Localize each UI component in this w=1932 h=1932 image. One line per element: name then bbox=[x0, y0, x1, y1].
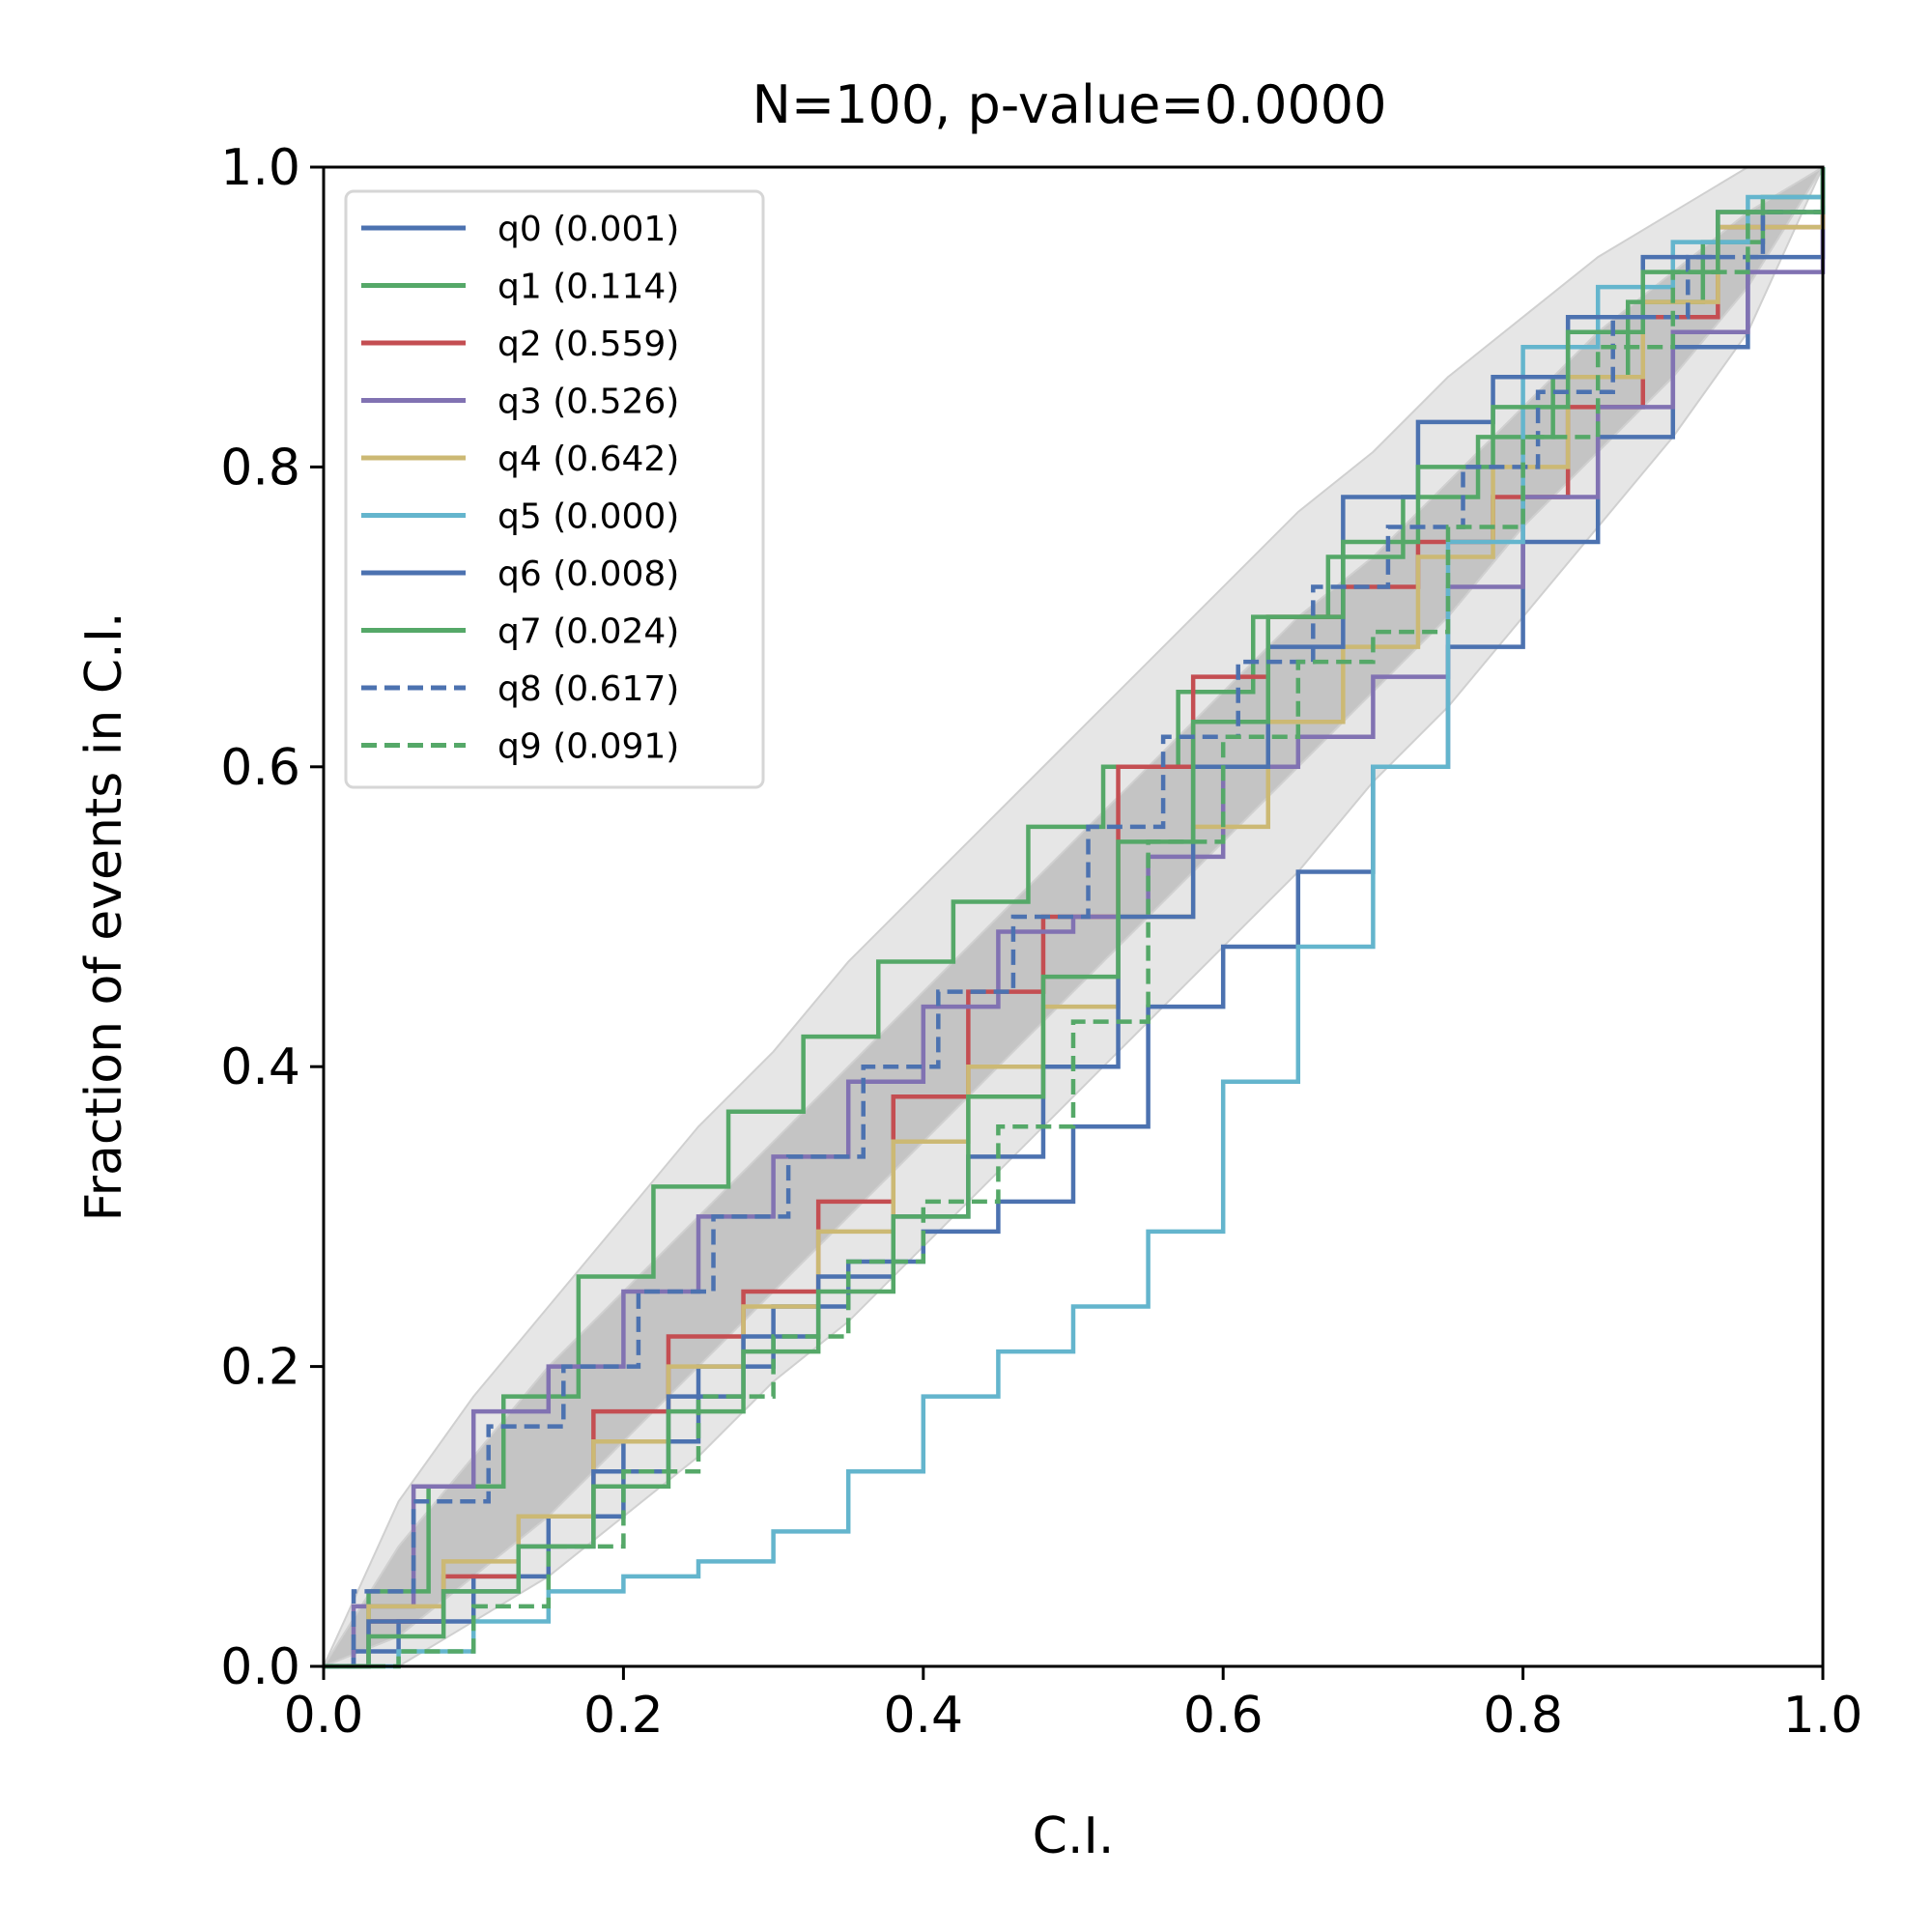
series-line-q8 bbox=[324, 167, 1826, 1669]
x-axis-label: C.I. bbox=[1033, 1807, 1115, 1865]
series-line-q3 bbox=[324, 167, 1826, 1669]
series-line-q5 bbox=[324, 167, 1826, 1669]
legend-label-q7: q7 (0.024) bbox=[497, 612, 679, 652]
plot-frame bbox=[322, 165, 1825, 1668]
legend-box bbox=[344, 189, 765, 789]
legend-label-q2: q2 (0.559) bbox=[497, 325, 679, 364]
y-tick-label: 0.8 bbox=[220, 439, 300, 497]
legend-label-q6: q6 (0.008) bbox=[497, 554, 679, 594]
y-tick-label: 0.6 bbox=[220, 739, 300, 797]
legend-label-q3: q3 (0.526) bbox=[497, 383, 679, 422]
x-tick-label: 0.2 bbox=[583, 1687, 664, 1745]
y-axis-label: Fraction of events in C.I. bbox=[75, 611, 133, 1221]
x-tick-label: 0.8 bbox=[1483, 1687, 1563, 1745]
legend-label-q1: q1 (0.114) bbox=[497, 268, 679, 307]
x-tick-label: 0.0 bbox=[284, 1687, 364, 1745]
legend-label-q0: q0 (0.001) bbox=[497, 210, 679, 249]
x-axis: 0.0 0.2 0.4 0.6 0.8 1.0 bbox=[284, 1666, 1863, 1745]
legend-label-q9: q9 (0.091) bbox=[497, 727, 679, 767]
y-tick-label: 1.0 bbox=[220, 139, 300, 197]
legend-label-q5: q5 (0.000) bbox=[497, 497, 679, 537]
y-tick-label: 0.2 bbox=[220, 1339, 300, 1397]
y-tick-label: 0.0 bbox=[220, 1638, 300, 1696]
series-line-q9 bbox=[324, 167, 1826, 1669]
legend-label-q4: q4 (0.642) bbox=[497, 440, 679, 479]
series-line-q7 bbox=[324, 167, 1826, 1669]
y-axis: 0.0 0.2 0.4 0.6 0.8 1.0 bbox=[220, 139, 324, 1696]
x-tick-label: 0.6 bbox=[1183, 1687, 1264, 1745]
chart-title: N=100, p-value=0.0000 bbox=[752, 74, 1386, 135]
x-tick-label: 1.0 bbox=[1783, 1687, 1863, 1745]
plot-area bbox=[321, 166, 1826, 1669]
y-tick-label: 0.4 bbox=[220, 1038, 300, 1096]
x-tick-label: 0.4 bbox=[883, 1687, 963, 1745]
legend-label-q8: q8 (0.617) bbox=[497, 669, 679, 709]
legend: q0 (0.001) q1 (0.114) q2 (0.559) q3 (0.526)… bbox=[344, 189, 765, 789]
